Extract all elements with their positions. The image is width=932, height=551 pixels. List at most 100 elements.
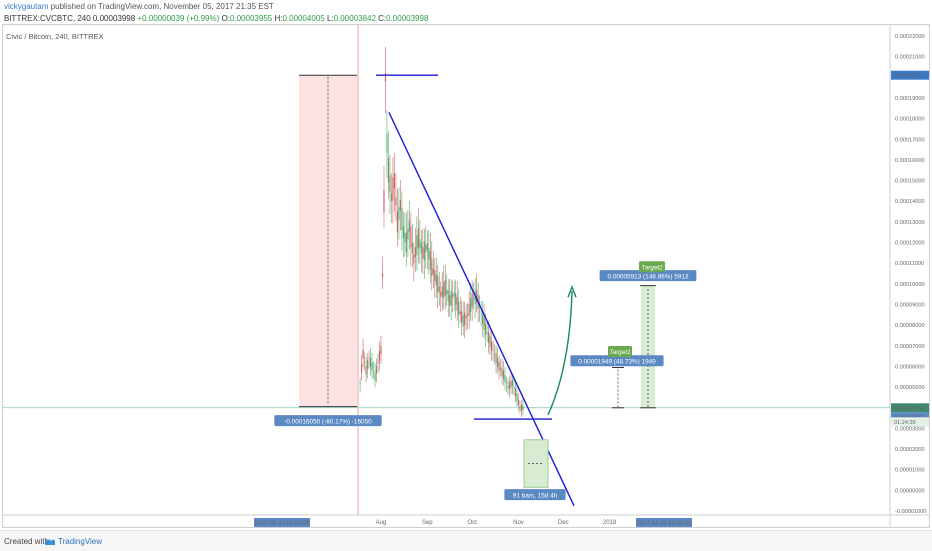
candle-body <box>468 304 470 316</box>
countdown-label: 01:24:35 <box>894 420 916 426</box>
price-chart[interactable]: 0.000220000.000210000.000200000.00019000… <box>0 0 932 530</box>
candle-body <box>360 364 363 373</box>
candle-body <box>511 379 514 387</box>
candle-body <box>446 290 448 295</box>
candle-body <box>390 192 393 202</box>
target1-value-label-bg <box>570 355 664 367</box>
price-label: 0.00020102 <box>894 73 924 79</box>
tradingview-brand[interactable]: TradingView <box>58 537 103 546</box>
candle-body <box>486 333 488 334</box>
candle-body <box>399 200 402 211</box>
price-label-bg <box>891 70 929 80</box>
candle-body <box>413 254 415 264</box>
candle-body <box>368 357 370 359</box>
candle-body <box>377 361 379 364</box>
candle-body <box>362 349 364 359</box>
candle-body <box>447 290 449 302</box>
candle-body <box>383 190 385 213</box>
candle-body <box>363 362 366 363</box>
candle-body <box>414 247 416 258</box>
y-tick-label: 0.00001000 <box>895 468 925 474</box>
candle-body <box>459 311 461 314</box>
candle-body <box>456 296 458 311</box>
candle-body <box>380 345 382 355</box>
candle-body <box>458 301 460 316</box>
y-tick-label: 0.00007000 <box>895 344 925 350</box>
candle-body <box>462 315 464 327</box>
y-tick-label: 0.00002000 <box>895 447 925 453</box>
candle-body <box>514 388 517 397</box>
x-highlight-bg <box>254 518 310 527</box>
candle-body <box>516 393 518 401</box>
bars-measure-label-bg <box>504 489 566 501</box>
candle-body <box>386 133 388 153</box>
candle-body <box>381 273 384 278</box>
target1-value-label: 0.00001949 (48.73%) 1949 <box>578 358 656 365</box>
footer: Created with TradingView <box>0 530 932 551</box>
drop-measure-zone <box>299 75 357 407</box>
y-tick-label: 0.00015000 <box>895 179 925 185</box>
candle-body <box>372 371 375 373</box>
x-tick-label: Nov <box>513 520 524 526</box>
candle-body <box>365 366 367 375</box>
candle-body <box>366 360 369 369</box>
y-tick-label: 0.00009000 <box>895 302 925 308</box>
target2-value-label: 0.00005913 (148.86%) 5913 <box>607 273 688 280</box>
countdown-bg <box>891 417 929 427</box>
candle-body <box>417 228 419 249</box>
y-tick-label: 0.00005000 <box>895 385 925 391</box>
candle-body <box>471 293 473 308</box>
target2-value-label-bg <box>599 270 697 282</box>
candle-body <box>393 173 396 189</box>
chart-frame <box>2 24 930 528</box>
candle-body <box>437 276 439 293</box>
candle-body <box>420 242 422 254</box>
y-tick-label: 0.00019000 <box>895 96 925 102</box>
candle-body <box>467 314 469 316</box>
tradingview-logo-icon <box>45 539 55 545</box>
created-with-text: Created with <box>4 537 49 546</box>
candle-body <box>432 268 434 275</box>
candle-body <box>371 362 373 371</box>
author-link[interactable]: vickygautam <box>4 2 49 11</box>
breakout-arrow <box>547 291 573 416</box>
candle-body <box>508 381 511 390</box>
y-tick-label: 0.00013000 <box>895 220 925 226</box>
candle-body <box>440 291 442 297</box>
ticker: BITTREX:CVCBTC, 240 <box>4 14 91 23</box>
candle-body <box>464 312 466 326</box>
candle-body <box>480 312 482 314</box>
x-highlight-label: 2017-05-31 00:00:00 <box>254 521 310 527</box>
candle-body <box>443 282 445 298</box>
ohlc-line: BITTREX:CVCBTC, 240 0.00003998 +0.000000… <box>4 14 429 23</box>
target2-tag-bg <box>639 261 665 273</box>
y-tick-label: -0.00001000 <box>895 509 926 515</box>
y-tick-label: 0.00018000 <box>895 117 925 123</box>
candle-body <box>495 353 497 363</box>
x-tick-label: Sep <box>422 520 433 526</box>
candle-body <box>501 367 503 377</box>
price-change: +0.00000039 (+0.99%) <box>137 14 220 23</box>
target1-tag: Target1 <box>609 349 631 356</box>
y-tick-label: 0.00014000 <box>895 199 925 205</box>
candle-body <box>422 247 424 259</box>
candle-body <box>484 323 487 335</box>
candle-body <box>487 332 490 343</box>
candle-body <box>375 365 378 374</box>
candle-body <box>408 220 410 232</box>
candle-body <box>392 176 394 201</box>
candle-body <box>369 357 372 367</box>
candle-body <box>407 229 409 240</box>
candle-body <box>426 243 428 251</box>
candle-body <box>450 290 452 306</box>
candle-body <box>513 386 515 389</box>
target1-tag-bg <box>608 345 632 357</box>
candle-body <box>438 286 440 292</box>
candle-body <box>489 336 491 347</box>
candle-body <box>496 358 499 367</box>
candle-body <box>398 207 400 221</box>
candle-body <box>505 382 508 384</box>
drop-measure-label: -0.00016050 (-80.17%) -16050 <box>284 418 372 425</box>
x-tick-label: Aug <box>376 520 387 526</box>
open-value: 0.00003955 <box>229 14 273 23</box>
